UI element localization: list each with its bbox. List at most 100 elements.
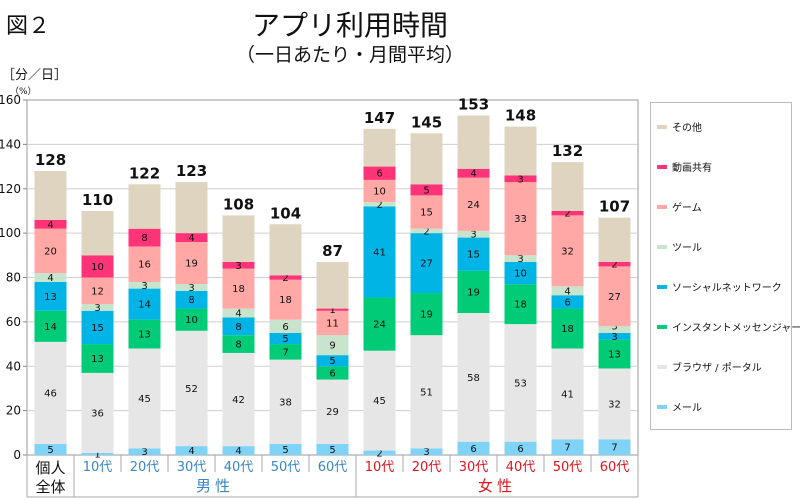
segment-value-label: 45 bbox=[373, 396, 386, 407]
category-label: 20代 bbox=[130, 460, 160, 475]
category-label: 60代 bbox=[318, 460, 348, 475]
legend-swatch bbox=[657, 404, 667, 409]
segment-value-label: 3 bbox=[517, 174, 523, 185]
bar-segment bbox=[222, 268, 255, 309]
bar-segment bbox=[504, 255, 537, 262]
segment-value-label: 18 bbox=[232, 284, 245, 295]
bar-segment bbox=[81, 304, 114, 311]
group-label: 女性 bbox=[478, 477, 516, 495]
bar-segment bbox=[81, 344, 114, 373]
legend-item: インスタントメッセンジャー bbox=[657, 319, 800, 334]
segment-value-label: 7 bbox=[564, 443, 570, 454]
legend-swatch bbox=[657, 284, 667, 289]
legend-swatch bbox=[657, 164, 667, 169]
bar-segment bbox=[175, 284, 208, 291]
bar-segment bbox=[316, 310, 349, 336]
bar-segment bbox=[269, 279, 302, 320]
bar-segment bbox=[175, 233, 208, 242]
segment-value-label: 2 bbox=[376, 200, 382, 211]
segment-value-label: 4 bbox=[564, 286, 570, 297]
y-axis-unit: ［分／日］ bbox=[2, 68, 68, 83]
bar-segment bbox=[504, 261, 537, 285]
segment-value-label: 58 bbox=[467, 373, 480, 384]
segment-value-label: 51 bbox=[420, 387, 433, 398]
bar-segment bbox=[128, 348, 161, 449]
segment-value-label: 1 bbox=[94, 449, 100, 460]
segment-value-label: 16 bbox=[138, 260, 151, 271]
y-axis-note: （%） bbox=[10, 87, 37, 97]
bar-segment bbox=[269, 443, 302, 455]
segment-value-label: 8 bbox=[188, 295, 194, 306]
segment-value-label: 4 bbox=[235, 446, 241, 457]
bar-total-label: 147 bbox=[364, 109, 395, 127]
legend-label: 動画共有 bbox=[672, 163, 712, 174]
bar-segment bbox=[128, 281, 161, 289]
bar-segment bbox=[551, 295, 584, 309]
bar-total-label: 132 bbox=[552, 142, 583, 160]
legend-item: その他 bbox=[657, 119, 702, 134]
segment-value-label: 32 bbox=[608, 399, 621, 410]
bar-segment bbox=[34, 310, 67, 342]
segment-value-label: 38 bbox=[279, 397, 292, 408]
segment-value-label: 2 bbox=[423, 226, 429, 237]
category-label: 40代 bbox=[224, 460, 254, 475]
bar-segment bbox=[551, 439, 584, 455]
segment-value-label: 5 bbox=[282, 445, 288, 456]
bar-segment bbox=[410, 228, 443, 234]
segment-value-label: 1 bbox=[329, 305, 335, 316]
category-label: 60代 bbox=[600, 460, 630, 475]
bar-segment bbox=[128, 448, 161, 455]
legend-item: ツール bbox=[657, 239, 702, 254]
segment-value-label: 5 bbox=[282, 334, 288, 345]
segment-value-label: 13 bbox=[608, 350, 621, 361]
bar-total-label: 145 bbox=[411, 113, 442, 131]
bar-segment bbox=[128, 319, 161, 349]
segment-value-label: 6 bbox=[282, 322, 288, 333]
bar-segment bbox=[504, 441, 537, 455]
bar-segment bbox=[222, 261, 255, 269]
y-tick-label: 20 bbox=[6, 404, 21, 418]
bar-segment bbox=[34, 171, 67, 220]
figure-label: 図２ bbox=[6, 14, 51, 39]
category-label: 50代 bbox=[553, 460, 583, 475]
bar-total-label: 87 bbox=[322, 242, 343, 260]
legend-item: 動画共有 bbox=[657, 159, 712, 174]
bar-segment bbox=[81, 255, 114, 278]
segment-value-label: 6 bbox=[517, 444, 523, 455]
chart-subtitle: （一日あたり・月間平均） bbox=[235, 44, 464, 66]
segment-value-label: 4 bbox=[188, 233, 194, 244]
segment-value-label: 19 bbox=[185, 259, 198, 270]
bar-segment bbox=[363, 297, 396, 351]
bar-segment bbox=[457, 177, 490, 231]
segment-value-label: 5 bbox=[329, 356, 335, 367]
bar-segment bbox=[269, 359, 302, 444]
bar-segment bbox=[363, 179, 396, 203]
bar-segment bbox=[504, 284, 537, 325]
bar-segment bbox=[81, 277, 114, 305]
bar-segment bbox=[457, 115, 490, 169]
bar-segment bbox=[128, 184, 161, 229]
bar-segment bbox=[551, 286, 584, 296]
bar-segment bbox=[457, 270, 490, 313]
segment-value-label: 29 bbox=[326, 407, 339, 418]
group-label: 男性 bbox=[196, 477, 234, 495]
segment-value-label: 10 bbox=[373, 186, 386, 197]
bar-segment bbox=[269, 344, 302, 360]
segment-value-label: 15 bbox=[467, 250, 480, 261]
segment-value-label: 2 bbox=[611, 260, 617, 271]
bar-segment bbox=[269, 319, 302, 333]
bar-segment bbox=[34, 219, 67, 229]
segment-value-label: 10 bbox=[91, 262, 104, 273]
category-label: 30代 bbox=[177, 460, 207, 475]
legend-item: メール bbox=[657, 399, 702, 414]
segment-value-label: 52 bbox=[185, 384, 198, 395]
legend-item: ソーシャルネットワーク bbox=[657, 279, 782, 294]
bar-segment bbox=[598, 439, 631, 455]
segment-value-label: 6 bbox=[376, 169, 382, 180]
legend-label: インスタントメッセンジャー bbox=[672, 323, 800, 334]
bar-segment bbox=[269, 332, 302, 345]
bar-total-label: 128 bbox=[35, 151, 66, 169]
segment-value-label: 10 bbox=[185, 315, 198, 326]
segment-value-label: 32 bbox=[561, 246, 574, 257]
bar-segment bbox=[316, 443, 349, 455]
